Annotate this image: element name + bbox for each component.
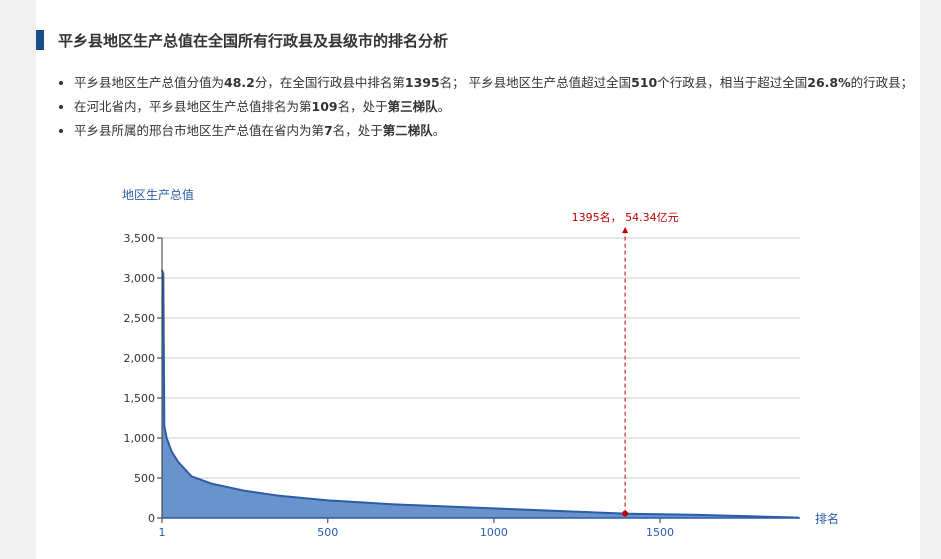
title-accent-bar [36,30,44,50]
highlight-value: 7 [324,123,333,138]
x-tick-label: 500 [317,526,338,539]
y-tick-label: 2,500 [124,312,156,325]
y-axis-label: 地区生产总值 [122,187,194,202]
y-tick-label: 3,500 [124,232,156,245]
y-tick-label: 2,000 [124,352,156,365]
text: 的行政县； [850,75,914,90]
text: 个行政县，相当于超过全国 [657,75,808,90]
highlight-value: 26.8% [807,75,851,90]
text: 分，在全国行政县中排名第 [254,75,405,90]
highlight-value: 109 [311,99,338,114]
text: 平乡县所属的邢台市地区生产总值在省内为第 [74,123,325,138]
annotation-label: 1395名， 54.34亿元 [572,210,679,224]
section-title: 平乡县地区生产总值在全国所有行政县及县级市的排名分析 [36,30,448,50]
summary-item: 在河北省内，平乡县地区生产总值排名为第109名，处于第三梯队。 [74,96,916,117]
highlight-value: 1395 [404,75,440,90]
y-tick-label: 500 [134,472,155,485]
annotation-arrow [622,227,629,233]
x-axis-label: 排名 [815,511,839,526]
text: 。 [437,99,451,114]
y-tick-label: 3,000 [124,272,156,285]
panel: 平乡县地区生产总值在全国所有行政县及县级市的排名分析 平乡县地区生产总值分值为4… [36,0,920,559]
highlight-value: 510 [631,75,658,90]
y-tick-label: 1,000 [124,432,156,445]
y-tick-label: 0 [148,512,155,525]
text: 在河北省内，平乡县地区生产总值排名为第 [74,99,312,114]
x-tick-label: 1 [159,526,166,539]
highlight-value: 48.2 [224,75,255,90]
summary-item: 平乡县所属的邢台市地区生产总值在省内为第7名，处于第二梯队。 [74,120,916,141]
x-tick-label: 1000 [480,526,508,539]
series-line [161,269,799,519]
summary-list: 平乡县地区生产总值分值为48.2分，在全国行政县中排名第1395名； 平乡县地区… [56,72,916,144]
highlight-value: 第二梯队 [382,123,433,138]
y-tick-label: 1,500 [124,392,156,405]
text: 。 [432,123,446,138]
text: 名； 平乡县地区生产总值超过全国 [439,75,632,90]
summary-item: 平乡县地区生产总值分值为48.2分，在全国行政县中排名第1395名； 平乡县地区… [74,72,916,93]
text: 名，处于 [332,123,383,138]
area-series [162,270,799,518]
data-point-marker [622,510,629,517]
text: 平乡县地区生产总值分值为 [74,75,225,90]
x-tick-label: 1500 [646,526,674,539]
section-title-text: 平乡县地区生产总值在全国所有行政县及县级市的排名分析 [58,31,449,50]
text: 名，处于 [337,99,388,114]
highlight-value: 第三梯队 [387,99,438,114]
